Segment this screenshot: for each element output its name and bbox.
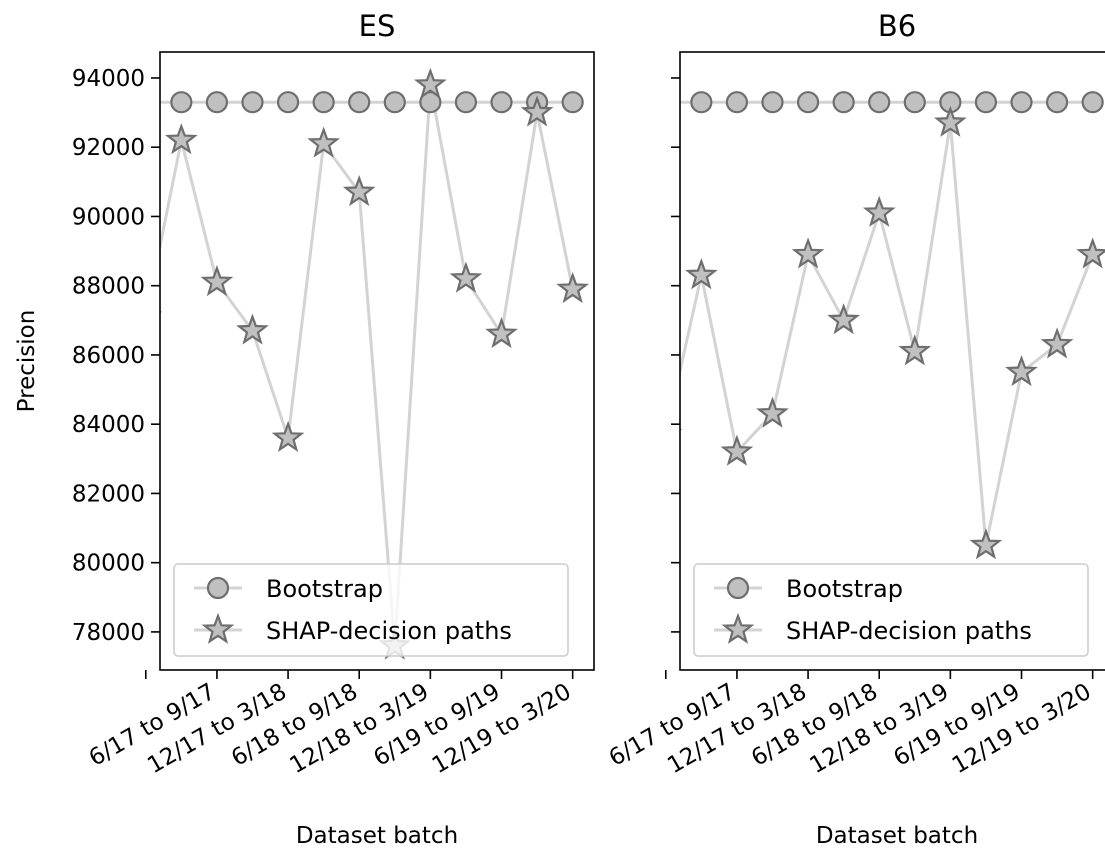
data-point-shap — [934, 105, 967, 137]
data-point-bootstrap — [276, 91, 300, 114]
data-point-shap — [200, 265, 234, 297]
data-point-bootstrap — [656, 92, 676, 112]
data-point-shap — [827, 303, 860, 335]
y-tick-label: 90000 — [72, 204, 145, 230]
data-point-bootstrap — [974, 91, 998, 114]
y-tick-label: 80000 — [72, 551, 145, 577]
data-point-shap — [485, 316, 518, 349]
chart-title: B6 — [878, 9, 916, 43]
y-tick-label: 86000 — [72, 343, 145, 369]
data-point-bootstrap — [832, 91, 855, 114]
data-point-shap — [1005, 355, 1038, 387]
y-tick-label: 78000 — [72, 620, 145, 646]
y-tick-label: 82000 — [72, 481, 145, 507]
y-tick-label: 94000 — [72, 66, 145, 92]
data-point-bootstrap — [241, 91, 264, 114]
data-point-shap — [791, 237, 825, 269]
data-point-shap — [236, 313, 269, 345]
data-point-shap — [756, 396, 789, 428]
data-point-bootstrap — [1010, 91, 1033, 114]
data-point-bootstrap — [312, 91, 335, 114]
data-point-shap — [1040, 327, 1074, 359]
data-point-bootstrap — [761, 91, 784, 114]
legend: Bootstrap SHAP-decision paths — [693, 563, 1089, 657]
data-point-bootstrap — [1045, 91, 1069, 114]
axes-frame — [679, 51, 1105, 671]
legend-label: SHAP-decision paths — [266, 617, 512, 645]
data-point-shap — [556, 271, 590, 304]
data-point-bootstrap — [868, 91, 891, 114]
legend-label: Bootstrap — [266, 575, 383, 603]
data-point-shap — [342, 175, 376, 207]
y-axis-label: Precision — [14, 310, 40, 413]
data-point-bootstrap — [903, 91, 926, 114]
legend-marker — [726, 576, 750, 600]
data-point-shap — [307, 126, 340, 158]
y-tick-label: 84000 — [72, 412, 145, 438]
data-point-bootstrap — [725, 91, 749, 114]
data-point-shap — [969, 528, 1003, 560]
panel-1: ES 78000 80000 82000 84000 86000 88000 90000 920… — [14, 9, 595, 849]
data-point-bootstrap — [383, 91, 406, 114]
plot-area — [136, 67, 590, 660]
legend-box — [693, 563, 1089, 657]
data-point-shap — [449, 261, 483, 293]
data-point-shap — [684, 258, 718, 290]
data-point-shap — [898, 334, 932, 366]
legend-box — [173, 563, 569, 657]
y-tick-label: 88000 — [72, 274, 145, 300]
legend-marker — [206, 576, 230, 600]
plot-area — [656, 91, 1105, 560]
x-axis-label: Dataset batch — [816, 823, 978, 849]
data-point-bootstrap — [136, 92, 156, 112]
data-point-bootstrap — [419, 91, 442, 114]
legend-label: Bootstrap — [786, 575, 903, 603]
data-point-shap — [160, 311, 163, 314]
series-line-shap — [160, 83, 575, 648]
data-point-bootstrap — [796, 91, 820, 114]
x-axis-label: Dataset batch — [296, 823, 458, 849]
data-point-bootstrap — [490, 91, 513, 114]
y-tick-label: 92000 — [72, 135, 145, 161]
data-point-bootstrap — [205, 91, 229, 114]
data-point-shap — [271, 420, 305, 452]
data-point-shap — [414, 67, 447, 99]
series-line-shap — [680, 121, 1095, 547]
data-point-bootstrap — [170, 91, 193, 114]
data-point-bootstrap — [348, 91, 371, 114]
data-point-shap — [720, 434, 754, 466]
legend-label: SHAP-decision paths — [786, 617, 1032, 645]
data-point-bootstrap — [561, 91, 584, 114]
data-point-bootstrap — [690, 91, 713, 114]
legend-marker — [721, 612, 755, 644]
legend: Bootstrap SHAP-decision paths — [173, 563, 569, 657]
data-point-shap — [862, 195, 896, 227]
chart-title: ES — [359, 9, 396, 43]
axes-frame — [159, 51, 595, 671]
data-point-bootstrap — [1081, 91, 1104, 114]
data-point-bootstrap — [454, 91, 478, 114]
data-point-shap — [520, 95, 554, 127]
data-point-shap — [164, 123, 198, 155]
data-point-shap — [1076, 237, 1105, 269]
legend-marker — [201, 612, 235, 644]
